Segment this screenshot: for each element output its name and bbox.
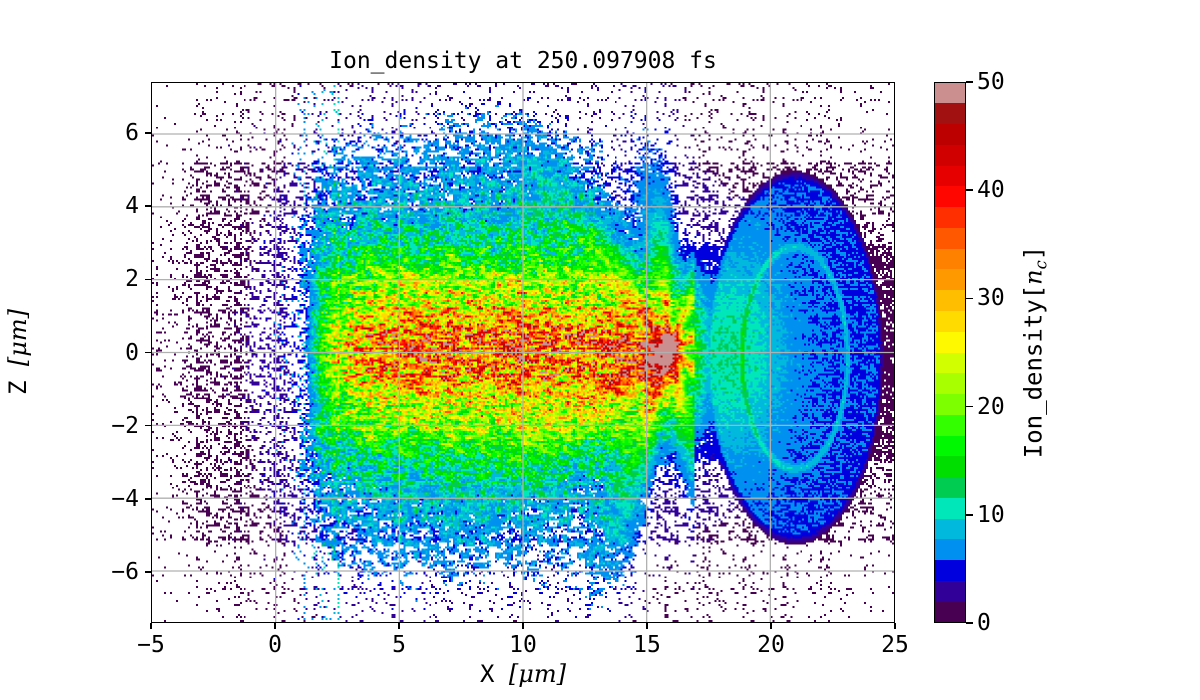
- y-axis-label: Z [μm]: [4, 309, 32, 395]
- colorbar-tick-label: 20: [977, 393, 1005, 420]
- colorbar-tick-mark: [966, 514, 973, 516]
- x-tick-mark: [274, 623, 276, 629]
- y-axis-label-text: Z: [4, 380, 32, 395]
- y-tick-label: −2: [111, 412, 139, 439]
- y-tick-label: 2: [125, 266, 139, 293]
- colorbar-tick-label: 30: [977, 285, 1005, 312]
- colorbar-tick-mark: [966, 622, 973, 624]
- x-tick-label: 25: [881, 632, 909, 658]
- y-tick-mark: [145, 351, 151, 354]
- x-tick-label: 5: [392, 632, 406, 658]
- x-tick-mark: [646, 623, 648, 629]
- x-tick-label: 10: [509, 632, 537, 658]
- y-tick-label: −6: [111, 558, 139, 585]
- colorbar-tick-label: 0: [977, 610, 991, 636]
- colorbar-tick-mark: [966, 297, 973, 300]
- x-tick-label: 15: [633, 632, 661, 658]
- colorbar-label-close: ]: [1019, 245, 1048, 261]
- colorbar-tick-label: 50: [977, 69, 1005, 95]
- colorbar-tick-mark: [966, 405, 973, 408]
- x-tick-mark: [150, 623, 152, 629]
- x-tick-label: 20: [757, 632, 785, 658]
- x-axis-label-unit: [μm]: [508, 660, 566, 688]
- y-tick-label: 6: [125, 120, 139, 147]
- x-tick-mark: [770, 623, 772, 629]
- y-tick-mark: [145, 424, 151, 427]
- x-tick-label: 0: [268, 632, 282, 658]
- y-tick-mark: [145, 278, 151, 281]
- colorbar-label-symbol: n: [1019, 269, 1048, 285]
- colorbar[interactable]: [934, 82, 966, 623]
- density-heatmap[interactable]: [152, 83, 894, 622]
- colorbar-label-subscript: c: [1031, 260, 1051, 270]
- x-tick-mark: [522, 623, 524, 629]
- x-tick-label: −5: [137, 632, 165, 658]
- y-tick-mark: [145, 205, 151, 208]
- y-tick-mark: [145, 497, 151, 500]
- colorbar-tick-label: 10: [977, 501, 1005, 528]
- colorbar-tick-mark: [966, 189, 973, 191]
- colorbar-tick-label: 40: [977, 177, 1005, 204]
- x-tick-mark: [398, 623, 400, 629]
- colorbar-gradient: [934, 82, 966, 623]
- x-tick-mark: [894, 623, 896, 629]
- y-tick-label: 0: [125, 339, 139, 366]
- y-tick-label: 4: [125, 193, 139, 220]
- y-tick-mark: [145, 571, 151, 573]
- x-axis-label: X [μm]: [151, 660, 895, 688]
- y-tick-mark: [145, 132, 151, 134]
- page-title: Ion_density at 250.097908 fs: [329, 48, 717, 74]
- x-axis-label-text: X: [480, 660, 495, 688]
- colorbar-label: Ion_density[nc]: [1020, 246, 1051, 458]
- colorbar-tick-mark: [966, 81, 973, 83]
- y-tick-label: −4: [111, 485, 139, 512]
- plot-axes[interactable]: [151, 82, 895, 623]
- colorbar-label-text: Ion_density[: [1019, 284, 1048, 459]
- y-axis-label-unit: [μm]: [4, 309, 32, 367]
